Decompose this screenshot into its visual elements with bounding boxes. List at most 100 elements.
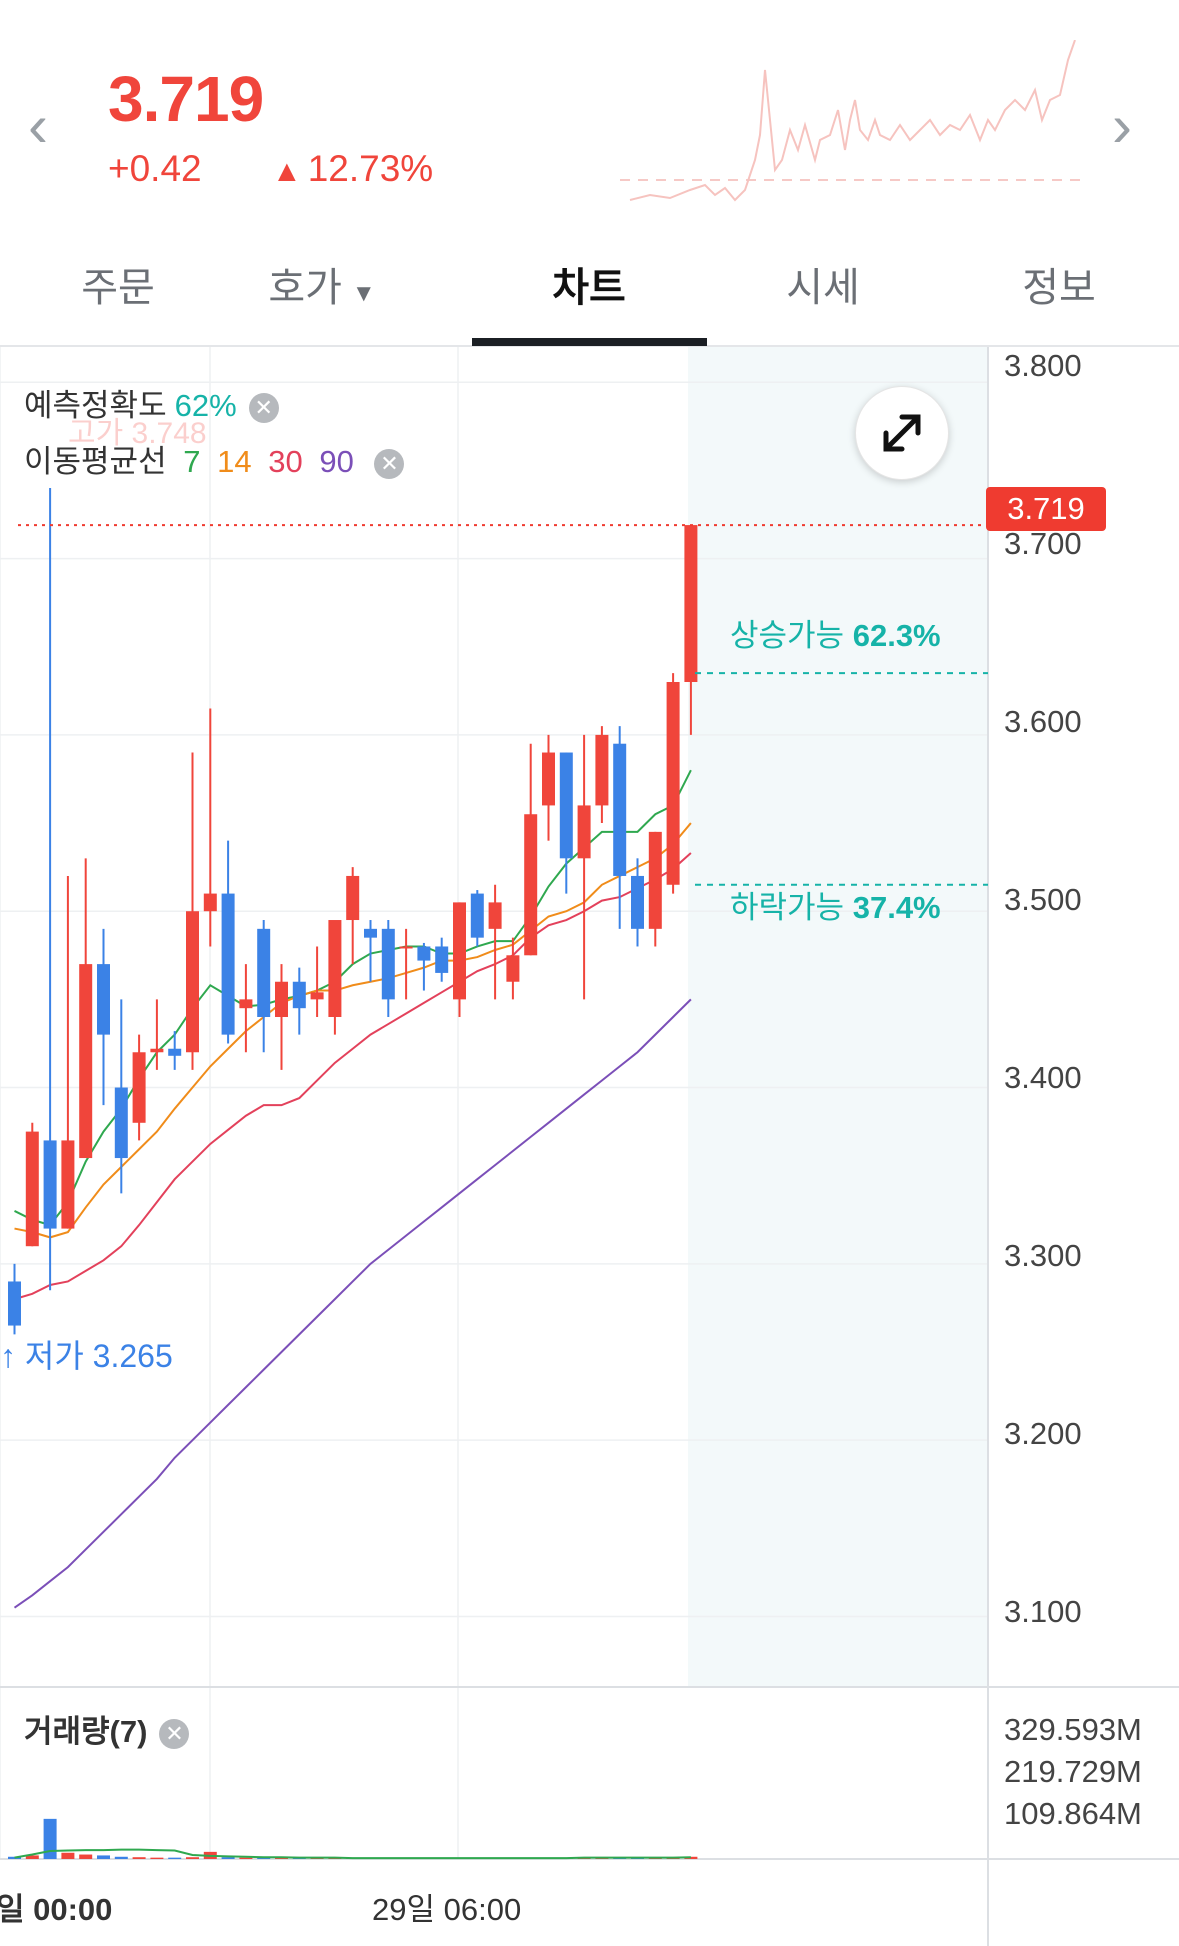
ma-30-line <box>14 852 692 1301</box>
up-arrow-icon: ↑ <box>0 1338 16 1374</box>
sparkline <box>620 40 1080 202</box>
candle-body <box>684 525 698 682</box>
volume-tick: 329.593M <box>1004 1712 1142 1747</box>
candle-body <box>43 1140 57 1229</box>
volume-tick: 109.864M <box>1004 1796 1142 1831</box>
volume-bar <box>97 1855 110 1859</box>
candle-body <box>381 928 395 1000</box>
candle-body <box>168 1048 182 1056</box>
candle-body <box>435 946 449 973</box>
candle-body <box>203 893 217 912</box>
tab-divider <box>0 345 1179 347</box>
candle-body <box>470 893 484 938</box>
price-tick: 3.700 <box>1004 526 1082 561</box>
tab-orderbook[interactable]: 호가 ▼ <box>268 266 376 310</box>
volume-bar <box>61 1852 75 1859</box>
candle-body <box>8 1281 21 1326</box>
close-icon[interactable]: ✕ <box>248 392 279 423</box>
tab-info[interactable]: 정보 <box>1022 266 1096 310</box>
candle-body <box>648 831 662 929</box>
volume-bar <box>257 1857 271 1859</box>
price-tick: 3.100 <box>1004 1594 1082 1629</box>
prediction-accuracy-value: 62% <box>174 388 237 423</box>
price-tick: 3.800 <box>1004 348 1082 383</box>
candle-body <box>257 928 271 1017</box>
candle-body <box>346 875 360 921</box>
grid <box>0 347 988 1859</box>
candle-body <box>417 946 431 961</box>
candlesticks <box>8 488 698 1335</box>
candle-body <box>221 893 235 1035</box>
volume-legend: 거래량(7) ✕ <box>24 1706 190 1751</box>
prediction-zone <box>688 347 988 1687</box>
tab-chart[interactable]: 차트 <box>552 266 626 310</box>
ma-90-label: 90 <box>319 444 354 479</box>
volume-bar <box>43 1818 57 1859</box>
ma-90-line <box>13 998 692 1609</box>
candle-body <box>292 981 306 1009</box>
close-icon[interactable]: ✕ <box>159 1718 190 1749</box>
candle-body <box>25 1131 39 1247</box>
prev-arrow-icon[interactable]: ‹ <box>28 92 48 159</box>
ma-30-label: 30 <box>268 444 303 479</box>
candle-body <box>631 875 644 929</box>
current-price-tag: 3.719 <box>986 487 1106 531</box>
ma-7-label: 7 <box>183 444 201 479</box>
candle-body <box>239 999 253 1009</box>
candle-body <box>506 955 520 982</box>
candle-body <box>328 920 342 1017</box>
tab-active-indicator <box>472 338 707 346</box>
volume-bar <box>8 1856 21 1859</box>
tab-market[interactable]: 시세 <box>786 266 860 310</box>
expand-button[interactable] <box>855 386 949 480</box>
price-tick: 3.500 <box>1004 882 1082 917</box>
candle-body <box>577 805 591 859</box>
candle-body <box>79 964 93 1159</box>
volume-bar <box>25 1855 39 1859</box>
volume-bar <box>168 1857 182 1859</box>
price-tick: 3.600 <box>1004 704 1082 739</box>
candle-body <box>114 1087 128 1159</box>
volume-bar <box>221 1857 235 1859</box>
candle-body <box>666 682 680 885</box>
up-triangle-icon: ▲ <box>272 155 302 188</box>
price-tick: 3.400 <box>1004 1060 1082 1095</box>
candle-body <box>524 814 538 956</box>
sparkline-line <box>629 40 1076 202</box>
candle-body <box>559 752 573 859</box>
price-chart[interactable] <box>0 347 1179 1946</box>
volume-tick: 219.729M <box>1004 1754 1142 1789</box>
candle-body <box>150 1048 164 1053</box>
candle-body <box>364 928 377 938</box>
candle-body <box>97 964 110 1035</box>
price-tick: 3.200 <box>1004 1416 1082 1451</box>
volume-bar <box>79 1854 93 1859</box>
low-price-label: ↑ 저가 3.265 <box>0 1338 173 1374</box>
candle-body <box>132 1052 146 1123</box>
volume-bar <box>132 1857 146 1859</box>
next-arrow-icon[interactable]: › <box>1112 92 1132 159</box>
candle-body <box>399 946 413 949</box>
candle-body <box>595 734 609 806</box>
up-probability-label: 상승가능 62.3% <box>730 618 941 653</box>
current-price: 3.719 <box>108 63 264 135</box>
candle-body <box>310 992 324 1000</box>
dropdown-triangle-icon: ▼ <box>351 280 376 307</box>
ma-14-line <box>14 822 692 1239</box>
tab-order[interactable]: 주문 <box>81 266 155 310</box>
volume-bars <box>8 1818 698 1860</box>
price-tick: 3.300 <box>1004 1238 1082 1273</box>
high-price-label: 고가 3.748 <box>68 417 207 450</box>
close-icon[interactable]: ✕ <box>374 448 405 479</box>
candle-body <box>613 743 627 876</box>
candle-body <box>186 911 199 1053</box>
volume-bar <box>150 1857 164 1859</box>
candle-body <box>453 902 466 1000</box>
volume-bar <box>239 1857 253 1859</box>
price-change: +0.42 <box>108 148 202 189</box>
time-tick: 29일 06:00 <box>372 1892 522 1927</box>
candle-body <box>542 752 555 806</box>
candle-body <box>488 902 502 929</box>
time-tick: 일 00:00 <box>0 1892 113 1927</box>
candle-body <box>275 981 288 1017</box>
